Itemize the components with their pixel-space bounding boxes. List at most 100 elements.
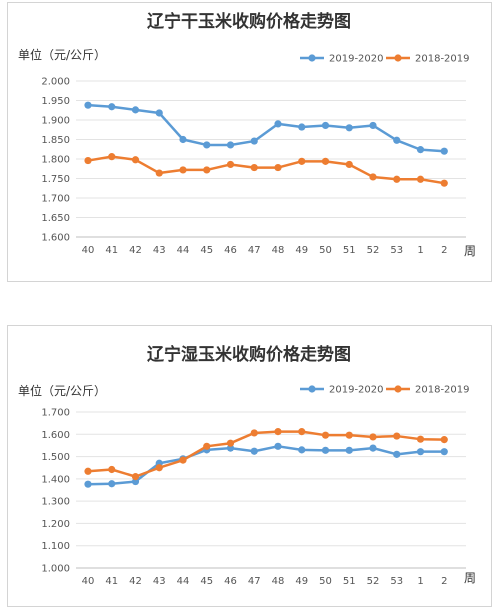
x-tick-label: 2: [441, 576, 447, 587]
x-tick-label: 44: [177, 245, 190, 256]
y-tick-label: 1.650: [41, 213, 70, 224]
data-point-2019-2020: [369, 121, 377, 130]
y-tick-label: 1.200: [41, 519, 70, 530]
legend-label: 2019-2020: [329, 54, 384, 65]
data-point-2018-2019: [155, 464, 163, 472]
data-point-2018-2019: [179, 166, 187, 174]
data-point-2019-2020: [416, 448, 425, 456]
data-point-2018-2019: [369, 173, 377, 181]
data-point-2019-2020: [321, 121, 330, 130]
data-point-2019-2020: [440, 448, 448, 456]
series-lines: [84, 101, 448, 187]
y-tick-label: 1.850: [41, 135, 70, 146]
data-point-2018-2019: [250, 163, 258, 172]
data-point-2018-2019: [203, 442, 211, 450]
x-axis-label: 周: [464, 244, 476, 258]
x-tick-label: 47: [248, 576, 261, 587]
gridlines: [76, 80, 466, 238]
data-point-2018-2019: [274, 428, 282, 436]
data-point-2018-2019: [108, 153, 116, 161]
x-tick-labels: 40 41 42 43 44 45 46 47 48 49 50 51 52 53 1 2: [82, 245, 448, 256]
data-point-2018-2019: [84, 156, 92, 165]
y-tick-label: 1.700: [41, 194, 70, 205]
chart-panel-dry-corn: 辽宁干玉米收购价格走势图 单位（元/公斤） 周 1.600 1.650 1.700 1…: [7, 2, 492, 282]
x-tick-label: 45: [200, 576, 213, 587]
x-tick-label: 48: [272, 576, 285, 587]
data-point-2018-2019: [416, 175, 425, 183]
x-tick-label: 52: [367, 576, 380, 587]
data-point-2018-2019: [345, 160, 353, 169]
data-point-2018-2019: [393, 175, 401, 183]
data-point-2018-2019: [131, 473, 140, 481]
y-tick-label: 1.100: [41, 541, 70, 552]
chart-title: 辽宁干玉米收购价格走势图: [147, 11, 351, 32]
chart-title: 辽宁湿玉米收购价格走势图: [147, 344, 351, 365]
data-point-2018-2019: [108, 465, 116, 474]
x-tick-label: 46: [224, 576, 237, 587]
data-point-2019-2020: [393, 136, 401, 144]
x-tick-label: 49: [295, 245, 308, 256]
data-point-2018-2019: [179, 456, 187, 464]
data-point-2019-2020: [84, 480, 92, 488]
data-point-2019-2020: [108, 480, 116, 488]
data-point-2018-2019: [226, 439, 235, 447]
data-point-2018-2019: [84, 467, 92, 475]
data-point-2018-2019: [203, 166, 211, 174]
data-point-2019-2020: [393, 450, 401, 458]
x-tick-label: 50: [319, 576, 332, 587]
x-tick-label: 43: [153, 576, 166, 587]
x-tick-label: 46: [224, 245, 237, 256]
data-point-2018-2019: [369, 433, 377, 441]
x-tick-label: 45: [200, 245, 213, 256]
x-tick-label: 53: [390, 245, 403, 256]
x-tick-label: 42: [129, 576, 142, 587]
y-tick-label: 1.950: [41, 96, 70, 107]
y-tick-label: 1.800: [41, 155, 70, 166]
data-point-2018-2019: [155, 169, 163, 177]
chart-panel-wet-corn: 辽宁湿玉米收购价格走势图 单位（元/公斤） 周 1.000 1.100 1.200 1…: [7, 325, 492, 607]
data-point-2019-2020: [345, 446, 353, 454]
x-tick-label: 47: [248, 245, 261, 256]
data-point-2019-2020: [345, 124, 353, 132]
x-tick-label: 43: [153, 245, 166, 256]
data-point-2019-2020: [416, 146, 425, 154]
data-point-2018-2019: [321, 431, 330, 439]
y-axis-label: 单位（元/公斤）: [18, 383, 106, 398]
data-point-2019-2020: [274, 442, 282, 450]
data-point-2019-2020: [440, 147, 448, 155]
x-tick-label: 52: [367, 245, 380, 256]
chart-dry-corn: 辽宁干玉米收购价格走势图 单位（元/公斤） 周 1.6001.6501.7001…: [18, 11, 476, 258]
x-tick-labels: 40 41 42 43 44 45 46 47 48 49 50 51 52 53 1 2: [82, 576, 448, 587]
y-tick-label: 1.700: [41, 408, 70, 419]
data-point-2018-2019: [321, 157, 330, 165]
x-tick-label: 40: [82, 576, 95, 587]
data-point-2019-2020: [369, 444, 377, 452]
data-point-2019-2020: [250, 137, 258, 145]
series-line-2018-2019: [87, 155, 445, 185]
y-tick-labels: 1.000 1.100 1.200 1.300 1.400 1.500 1.600 1.700: [41, 408, 70, 575]
legend-label: 2019-2020: [329, 385, 384, 396]
data-point-2019-2020: [155, 109, 163, 117]
y-tick-label: 1.750: [41, 174, 70, 185]
y-tick-label: 2.000: [41, 77, 70, 88]
y-tick-label: 1.300: [41, 497, 70, 508]
legend-marker: [394, 54, 402, 62]
legend-label: 2018-2019: [415, 385, 470, 396]
x-tick-label: 51: [343, 576, 356, 587]
data-point-2019-2020: [298, 123, 306, 131]
legend-entry: 2019-2020: [300, 54, 384, 65]
x-tick-label: 40: [82, 245, 95, 256]
y-tick-label: 1.000: [41, 564, 70, 575]
data-point-2019-2020: [321, 446, 330, 454]
y-tick-label: 1.400: [41, 474, 70, 485]
data-point-2018-2019: [345, 431, 353, 439]
x-tick-label: 41: [105, 245, 118, 256]
legend-entry: 2019-2020: [300, 385, 384, 396]
x-tick-label: 48: [272, 245, 285, 256]
data-point-2018-2019: [298, 157, 306, 165]
legend-label: 2018-2019: [415, 54, 470, 65]
series-lines: [84, 428, 448, 488]
series-line-2018-2019: [87, 430, 445, 478]
x-tick-label: 1: [417, 576, 423, 587]
data-point-2018-2019: [440, 179, 448, 187]
